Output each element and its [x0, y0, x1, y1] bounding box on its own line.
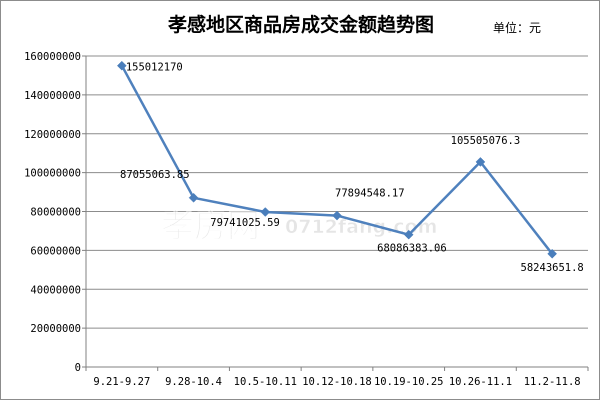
data-label-6: 58243651.8 — [521, 262, 584, 274]
x-tick-label-2: 10.5-10.11 — [234, 376, 297, 388]
y-tick-label-3: 60000000 — [30, 245, 81, 257]
x-axis-tick-labels: 9.21-9.27 9.28-10.4 10.5-10.11 10.12-10.18 1… — [93, 376, 580, 388]
data-labels: 155012170 87055063.85 79741025.59 77894548.… — [120, 62, 584, 274]
unit-label: 单位：元 — [493, 20, 541, 35]
data-point-1 — [188, 192, 199, 203]
grid-lines — [86, 55, 588, 329]
y-tick-label-2: 40000000 — [30, 284, 81, 296]
data-label-5: 105505076.3 — [451, 135, 521, 147]
data-label-1: 87055063.85 — [120, 169, 190, 181]
data-point-5 — [475, 157, 486, 167]
y-tick-label-5: 100000000 — [24, 168, 81, 180]
x-tick-label-1: 9.28-10.4 — [165, 376, 222, 388]
y-tick-label-0: 0 — [75, 362, 81, 374]
data-label-3: 77894548.17 — [335, 188, 405, 200]
data-point-3 — [332, 210, 342, 221]
y-axis-tick-labels: 0 20000000 40000000 60000000 80000000 1000000… — [24, 51, 81, 374]
data-point-2 — [260, 207, 271, 217]
y-tick-label-4: 80000000 — [30, 207, 81, 219]
y-tick-label-8: 160000000 — [24, 51, 81, 63]
data-point-4 — [403, 229, 414, 240]
data-label-2: 79741025.59 — [210, 217, 280, 229]
data-point-0 — [117, 60, 127, 71]
x-tick-label-0: 9.21-9.27 — [93, 376, 150, 388]
data-point-6 — [547, 248, 557, 259]
x-tick-label-4: 10.19-10.25 — [374, 376, 444, 388]
watermark-brand: 孝房网 — [161, 206, 260, 245]
y-tick-label-1: 20000000 — [30, 323, 81, 335]
data-label-0: 155012170 — [126, 62, 183, 74]
data-label-4: 68086383.06 — [377, 243, 447, 255]
x-tick-label-6: 11.2-11.8 — [524, 376, 581, 388]
chart-title: 孝感地区商品房成交金额趋势图 — [168, 13, 434, 36]
series-layer — [117, 60, 557, 259]
y-tick-label-7: 140000000 — [24, 90, 81, 102]
x-tick-label-5: 10.26-11.1 — [449, 376, 512, 388]
axes — [82, 55, 589, 371]
y-tick-label-6: 120000000 — [24, 129, 81, 141]
x-tick-label-3: 10.12-10.18 — [302, 376, 372, 388]
watermark: 孝房网 0712fang.com — [161, 206, 438, 246]
